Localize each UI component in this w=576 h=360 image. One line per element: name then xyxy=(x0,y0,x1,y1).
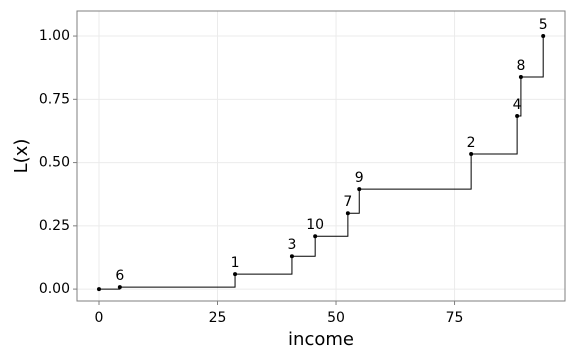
point xyxy=(289,254,294,259)
point-label: 6 xyxy=(115,268,124,284)
point xyxy=(96,287,101,292)
x-tick-label: 50 xyxy=(327,310,345,326)
point-label: 3 xyxy=(287,237,296,253)
y-tick-label: 0.75 xyxy=(39,91,70,107)
point xyxy=(233,272,238,277)
point-label: 8 xyxy=(516,58,525,74)
point-label: 4 xyxy=(513,97,522,113)
y-axis-title: L(x) xyxy=(11,139,32,174)
point xyxy=(518,75,523,80)
panel xyxy=(77,11,565,301)
point-label: 7 xyxy=(343,194,352,210)
y-tick-label: 0.50 xyxy=(39,155,70,171)
point-label: 10 xyxy=(306,217,324,233)
point-label: 5 xyxy=(539,17,548,33)
point xyxy=(515,114,520,119)
panel-border xyxy=(76,10,566,302)
point xyxy=(469,151,474,156)
grid xyxy=(77,11,565,301)
x-tick-label: 75 xyxy=(446,310,464,326)
y-tick-label: 0.25 xyxy=(39,218,70,234)
point xyxy=(117,285,122,290)
y-tick-label: 0.00 xyxy=(39,281,70,297)
y-tick-label: 1.00 xyxy=(39,28,70,44)
x-axis-title: income xyxy=(288,329,354,350)
point-label: 2 xyxy=(467,135,476,151)
x-tick-label: 25 xyxy=(209,310,227,326)
point-label: 1 xyxy=(231,255,240,271)
point xyxy=(357,187,362,192)
point xyxy=(345,211,350,216)
point xyxy=(541,34,546,39)
point xyxy=(313,234,318,239)
x-tick-label: 0 xyxy=(95,310,104,326)
plot: 6 1 3 10 79 2 4 8 5 xyxy=(96,17,548,292)
point-label: 9 xyxy=(355,170,364,186)
